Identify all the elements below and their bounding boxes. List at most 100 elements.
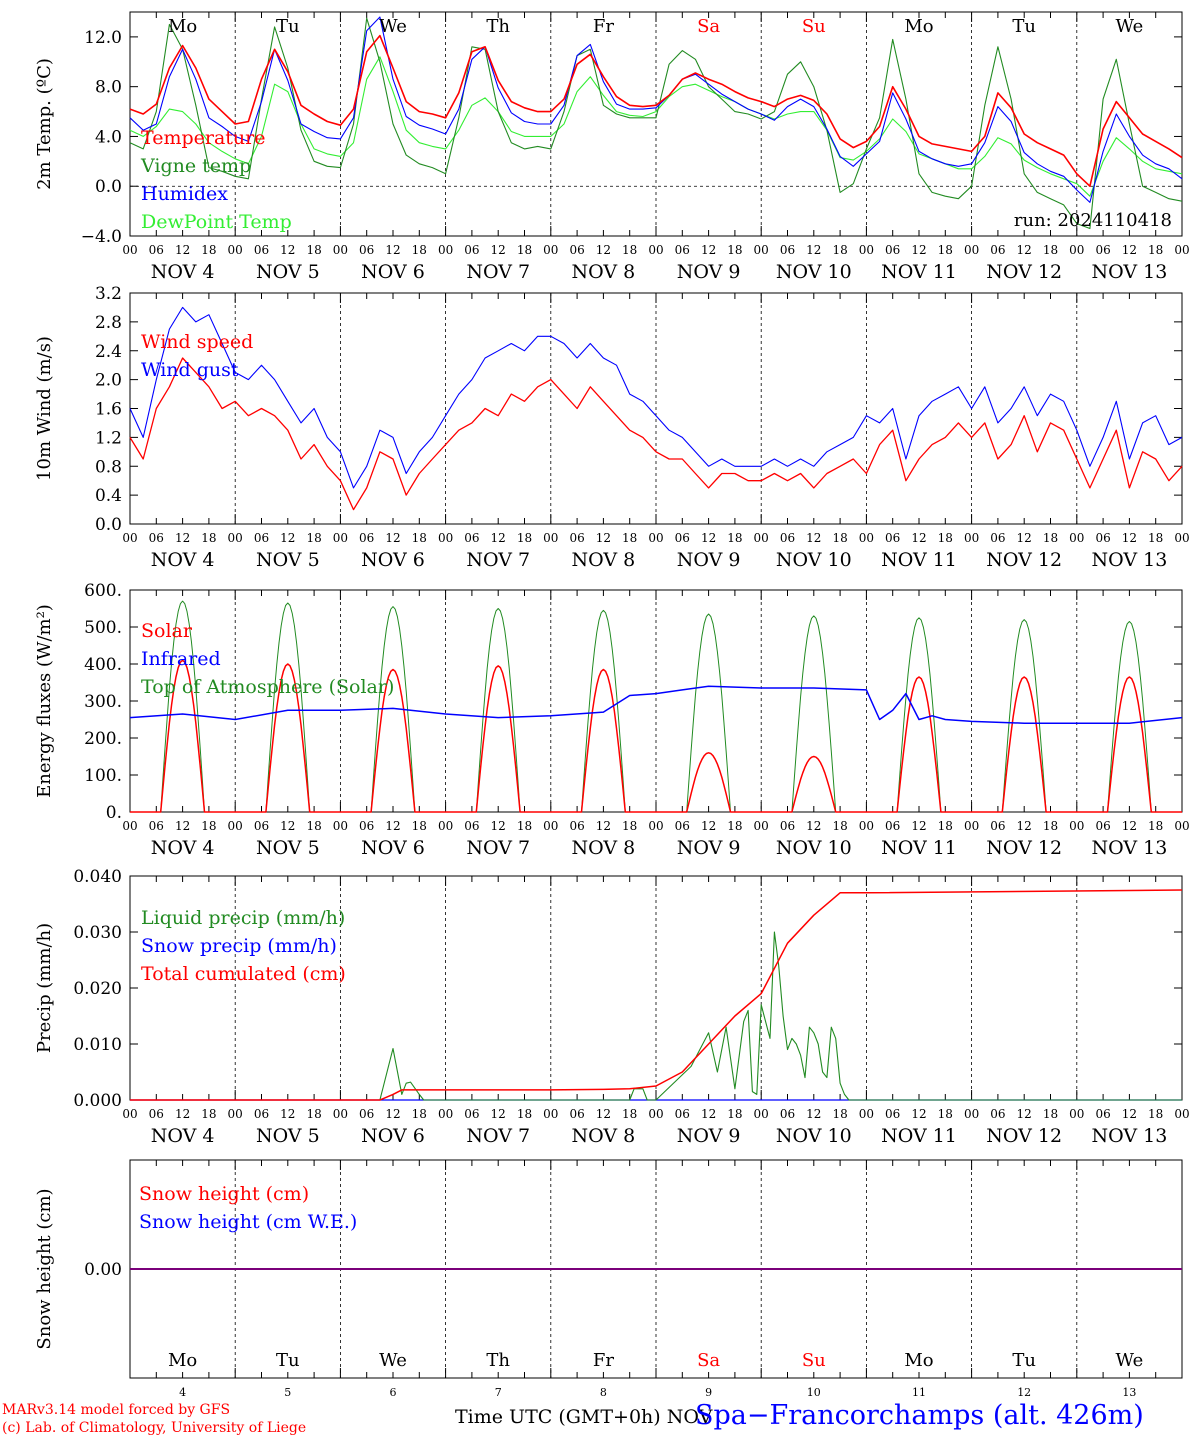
- y-tick-label: 4.0: [95, 127, 122, 147]
- day-number-label: 5: [284, 1386, 291, 1399]
- hour-tick-label: 12: [1122, 819, 1137, 833]
- hour-tick-label: 06: [149, 531, 164, 545]
- hour-tick-label: 00: [333, 243, 348, 257]
- series-wind-speed: [129, 357, 1183, 511]
- legend-snow-height-cm-w-e-: Snow height (cm W.E.): [139, 1211, 357, 1233]
- series-infrared: [129, 685, 1183, 724]
- date-label: NOV 10: [776, 549, 852, 571]
- hour-tick-label: 06: [675, 1107, 690, 1121]
- y-tick-label: 0.8: [95, 457, 122, 477]
- date-label: NOV 9: [677, 261, 741, 283]
- hour-tick-label: 00: [438, 243, 453, 257]
- hour-tick-label: 18: [727, 1107, 742, 1121]
- hour-tick-label: 06: [1095, 1107, 1110, 1121]
- hour-tick-label: 18: [832, 243, 847, 257]
- hour-tick-label: 12: [596, 819, 611, 833]
- hour-tick-label: 00: [754, 819, 769, 833]
- hour-tick-label: 00: [754, 531, 769, 545]
- date-label: NOV 10: [776, 1125, 852, 1147]
- hour-tick-label: 12: [385, 243, 400, 257]
- legend-solar: Solar: [141, 620, 193, 642]
- y-tick-label: 0.4: [95, 486, 122, 506]
- hour-tick-label: 12: [596, 1107, 611, 1121]
- hour-tick-label: 18: [1043, 531, 1058, 545]
- hour-tick-label: 12: [1122, 531, 1137, 545]
- legend-total-cumulated-cm-: Total cumulated (cm): [141, 963, 346, 985]
- hour-tick-label: 18: [727, 819, 742, 833]
- y-tick-label: 0.0: [95, 177, 122, 197]
- hour-tick-label: 12: [385, 531, 400, 545]
- hour-tick-label: 06: [359, 243, 374, 257]
- hour-tick-label: 12: [806, 819, 821, 833]
- hour-tick-label: 06: [569, 819, 584, 833]
- hour-tick-label: 06: [1095, 243, 1110, 257]
- hour-tick-label: 00: [438, 531, 453, 545]
- legend-snow-height-cm-: Snow height (cm): [139, 1183, 309, 1205]
- hour-tick-label: 00: [333, 531, 348, 545]
- hour-tick-label: 12: [701, 531, 716, 545]
- hour-tick-label: 18: [622, 531, 637, 545]
- hour-tick-label: 06: [675, 531, 690, 545]
- y-axis-label: Snow height (cm): [34, 1188, 55, 1349]
- date-label: NOV 11: [881, 549, 957, 571]
- hour-tick-label: 12: [280, 1107, 295, 1121]
- hour-tick-label: 18: [1148, 1107, 1163, 1121]
- hour-tick-label: 12: [911, 819, 926, 833]
- y-tick-label: −4.0: [81, 227, 122, 247]
- hour-tick-label: 06: [254, 1107, 269, 1121]
- weekday-label: Sa: [697, 1350, 720, 1371]
- hour-tick-label: 18: [727, 243, 742, 257]
- hour-tick-label: 00: [1069, 1107, 1084, 1121]
- hour-tick-label: 12: [385, 1107, 400, 1121]
- legend-vigne-temp: Vigne temp: [140, 155, 251, 177]
- y-axis-label: 10m Wind (m/s): [34, 336, 55, 481]
- hour-tick-label: 00: [754, 243, 769, 257]
- hour-tick-label: 06: [780, 819, 795, 833]
- hour-tick-label: 12: [701, 819, 716, 833]
- weekday-label: Th: [486, 16, 510, 37]
- credit-line-2: (c) Lab. of Climatology, University of L…: [2, 1420, 307, 1436]
- hour-tick-label: 06: [359, 1107, 374, 1121]
- hour-tick-label: 18: [622, 819, 637, 833]
- date-label: NOV 8: [572, 1125, 636, 1147]
- hour-tick-label: 18: [938, 1107, 953, 1121]
- y-tick-label: 0.0: [95, 515, 122, 535]
- hour-tick-label: 18: [832, 819, 847, 833]
- hour-tick-label: 06: [885, 243, 900, 257]
- hour-tick-label: 12: [806, 243, 821, 257]
- hour-tick-label: 18: [517, 1107, 532, 1121]
- date-label: NOV 8: [572, 837, 636, 859]
- hour-tick-label: 18: [622, 1107, 637, 1121]
- hour-tick-label: 00: [859, 819, 874, 833]
- hour-tick-label: 12: [596, 243, 611, 257]
- y-axis-label: 2m Temp. (ºC): [34, 58, 55, 190]
- hour-tick-label: 06: [359, 819, 374, 833]
- date-label: NOV 12: [986, 549, 1062, 571]
- hour-tick-label: 06: [359, 531, 374, 545]
- legend-wind-speed: Wind speed: [141, 331, 253, 353]
- hour-tick-label: 12: [175, 1107, 190, 1121]
- hour-tick-label: 00: [964, 1107, 979, 1121]
- date-label: NOV 13: [1091, 837, 1167, 859]
- y-tick-label: 1.2: [95, 428, 122, 448]
- y-tick-label: 500.: [84, 618, 122, 638]
- hour-tick-label: 00: [543, 531, 558, 545]
- date-label: NOV 10: [776, 837, 852, 859]
- hour-tick-label: 18: [517, 531, 532, 545]
- hour-tick-label: 00: [859, 1107, 874, 1121]
- legend-top-of-atmosphere-solar-: Top of Atmosphere (Solar): [141, 676, 394, 698]
- station-name: Spa−Francorchamps (alt. 426m): [695, 1400, 1144, 1431]
- date-label: NOV 13: [1091, 549, 1167, 571]
- hour-tick-label: 18: [306, 1107, 321, 1121]
- hour-tick-label: 00: [1174, 243, 1189, 257]
- hour-tick-label: 12: [1122, 243, 1137, 257]
- hour-tick-label: 00: [648, 243, 663, 257]
- hour-tick-label: 00: [964, 243, 979, 257]
- hour-tick-label: 06: [990, 1107, 1005, 1121]
- date-label: NOV 11: [881, 261, 957, 283]
- y-tick-label: 8.0: [95, 78, 122, 98]
- x-axis-label: Time UTC (GMT+0h) NOV: [455, 1406, 713, 1428]
- hour-tick-label: 06: [675, 243, 690, 257]
- hour-tick-label: 06: [464, 1107, 479, 1121]
